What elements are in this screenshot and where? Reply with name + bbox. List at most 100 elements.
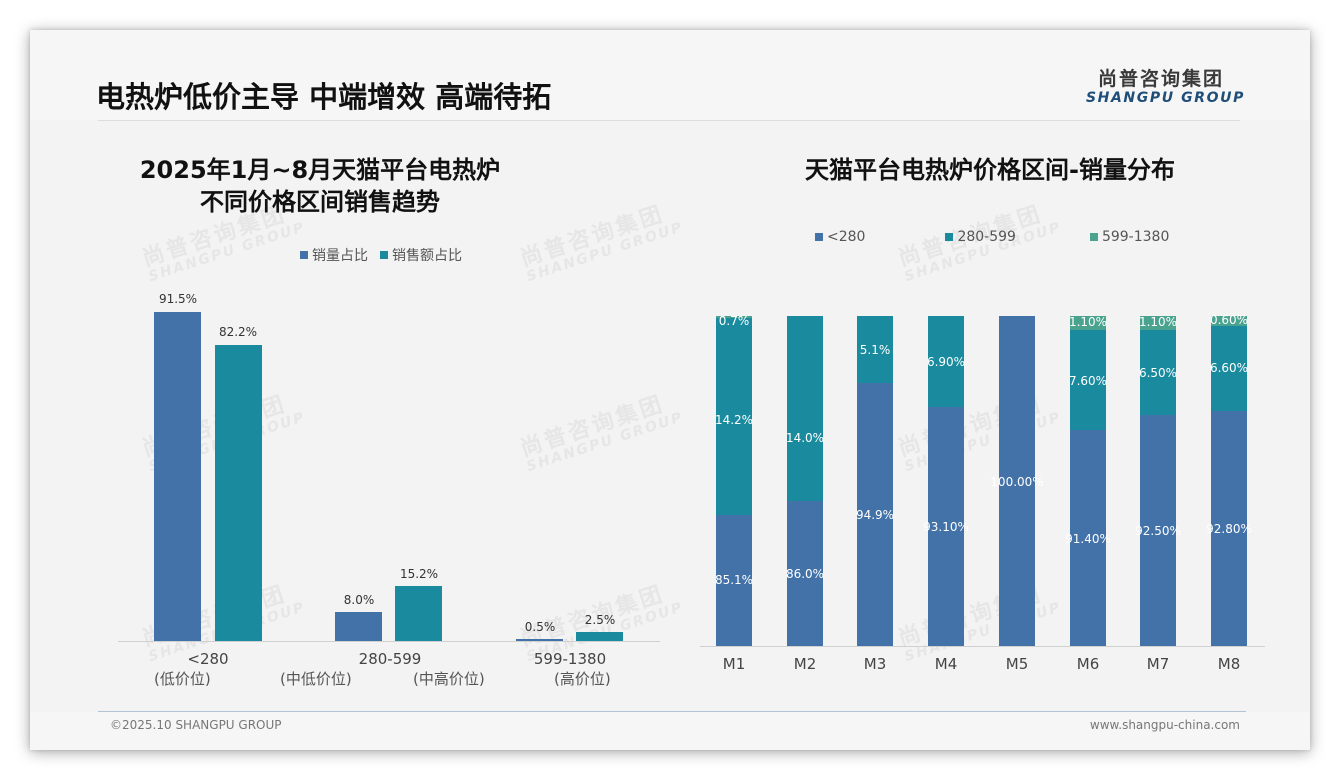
bar-value-label: 0.5% — [524, 620, 556, 634]
segment-280-599 — [1140, 330, 1176, 415]
month-label: M5 — [1005, 655, 1029, 673]
header-band — [30, 30, 1310, 120]
stacked-bar-m4[interactable]: 6.90% 93.10% — [923, 316, 969, 646]
month-label: M7 — [1146, 655, 1170, 673]
footer-website-link[interactable]: www.shangpu-china.com — [1089, 718, 1240, 732]
segment-label: 100.00% — [990, 475, 1044, 489]
segment-label: 0.7% — [718, 314, 750, 328]
segment-label: 92.50% — [1135, 524, 1181, 538]
logo-en-text: SHANGPU GROUP — [1086, 90, 1245, 106]
segment-label: 85.1% — [714, 573, 754, 587]
stacked-bar-m2[interactable]: 14.0% 86.0% — [786, 316, 824, 646]
segment-label: 14.2% — [714, 413, 754, 427]
bar-value-label: 82.2% — [218, 325, 258, 339]
segment-label: 5.1% — [859, 343, 891, 357]
segment-label: 94.9% — [855, 508, 895, 522]
segment-lt280 — [787, 501, 823, 646]
segment-label: 93.10% — [923, 520, 969, 534]
segment-label: 14.0% — [785, 431, 825, 445]
footer-copyright: ©2025.10 SHANGPU GROUP — [110, 718, 282, 732]
legend-swatch-green — [1089, 233, 1098, 241]
segment-lt280 — [857, 383, 893, 646]
category-sublabel: (中低价位) — [280, 670, 352, 688]
bar-mid-volume[interactable] — [335, 612, 382, 641]
stacked-bar-m1[interactable]: 0.7% 14.2% 85.1% 0.7% — [715, 314, 753, 646]
legend-item-599-1380: 599-1380 — [1089, 229, 1169, 245]
category-sublabel: (低价位) — [154, 670, 211, 688]
segment-lt280 — [1211, 411, 1247, 646]
category-sublabel: (高价位) — [554, 670, 611, 688]
company-logo: 尚普咨询集团 SHANGPU GROUP — [1086, 64, 1245, 106]
stacked-bar-m8[interactable]: 0.60% 6.60% 92.80% — [1206, 313, 1252, 646]
segment-280-599 — [716, 318, 752, 515]
legend-swatch-blue — [300, 251, 308, 259]
right-chart-legend: <280 280-599 599-1380 — [815, 229, 1181, 245]
segment-280-599 — [1211, 326, 1247, 411]
month-label: M8 — [1217, 655, 1241, 673]
segment-280-599 — [1070, 330, 1106, 430]
segment-label: 7.60% — [1068, 374, 1108, 388]
category-label: <280 — [187, 650, 229, 668]
segment-label: 6.90% — [926, 355, 966, 369]
right-chart-title: 天猫平台电热炉价格区间-销量分布 — [805, 156, 1175, 184]
page-title: 电热炉低价主导 中端增效 高端待拓 — [96, 80, 552, 114]
stacked-bar-m7[interactable]: 1.10% 6.50% 92.50% — [1135, 315, 1181, 646]
bar-value-label: 91.5% — [158, 292, 198, 306]
segment-label: 0.60% — [1209, 313, 1249, 327]
left-chart-legend: 销量占比 销售额占比 — [300, 245, 474, 265]
legend-item-lt280: <280 — [815, 229, 865, 245]
stacked-bar-m5[interactable]: 100.00% — [990, 316, 1044, 646]
segment-lt280 — [716, 515, 752, 646]
bar-lt280-amount[interactable] — [215, 345, 262, 641]
segment-599-1380 — [1211, 316, 1247, 326]
bar-lt280-volume[interactable] — [154, 312, 201, 641]
right-chart-x-axis — [700, 646, 1265, 647]
segment-lt280 — [928, 407, 964, 646]
stacked-bar-m6[interactable]: 1.10% 7.60% 91.40% — [1065, 315, 1111, 646]
month-label: M6 — [1076, 655, 1100, 673]
slide: 尚普咨询集团 SHANGPU GROUP 尚普咨询集团 SHANGPU GROUP … — [30, 30, 1310, 750]
bar-value-label: 2.5% — [584, 613, 616, 627]
legend-item-amount: 销售额占比 — [380, 245, 462, 265]
month-label: M4 — [934, 655, 958, 673]
legend-item-280-599: 280-599 — [945, 229, 1016, 245]
segment-lt280 — [1140, 415, 1176, 646]
bar-high-amount[interactable] — [576, 632, 623, 641]
segment-label: 6.50% — [1138, 366, 1178, 380]
bar-value-label: 15.2% — [399, 567, 439, 581]
segment-280-599 — [857, 316, 893, 383]
month-label: M2 — [793, 655, 817, 673]
segment-280-599 — [928, 316, 964, 407]
segment-label: 1.10% — [1138, 315, 1178, 329]
footer-divider — [98, 711, 1246, 712]
segment-599-1380 — [1140, 316, 1176, 330]
title-divider — [98, 120, 1240, 121]
stacked-bar-m3[interactable]: 5.1% 94.9% — [856, 316, 894, 646]
segment-label: 6.60% — [1209, 361, 1249, 375]
bar-value-label: 8.0% — [343, 593, 375, 607]
bar-high-volume[interactable] — [516, 639, 563, 641]
segment-label: 86.0% — [785, 567, 825, 581]
segment-label: 1.10% — [1068, 315, 1108, 329]
month-label: M3 — [863, 655, 887, 673]
category-label: 280-599 — [358, 650, 422, 668]
month-label: M1 — [722, 655, 746, 673]
left-chart-x-axis — [118, 641, 660, 642]
segment-599-1380 — [1070, 316, 1106, 330]
legend-swatch-teal — [945, 233, 954, 241]
left-chart-title: 2025年1月~8月天猫平台电热炉 不同价格区间销售趋势 — [139, 156, 501, 216]
category-label: 599-1380 — [533, 650, 607, 668]
segment-label: 92.80% — [1206, 522, 1252, 536]
logo-cn-text: 尚普咨询集团 — [1097, 68, 1224, 90]
legend-swatch-teal — [380, 251, 388, 259]
segment-lt280 — [1070, 430, 1106, 646]
bar-mid-amount[interactable] — [395, 586, 442, 641]
category-sublabel: (中高价位) — [413, 670, 485, 688]
legend-item-volume: 销量占比 — [300, 245, 368, 265]
footer-band — [30, 712, 1310, 750]
legend-swatch-blue — [815, 233, 823, 241]
